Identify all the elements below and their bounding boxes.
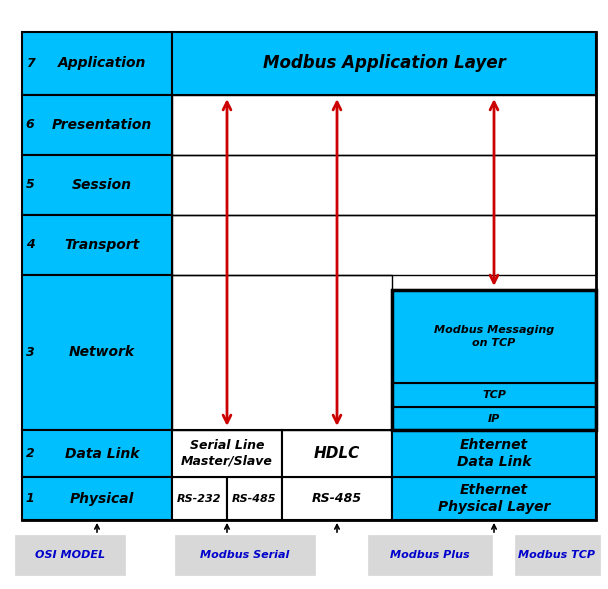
Bar [392,407,596,430]
Bar [392,383,596,407]
Text: Ethernet
Physical Layer: Ethernet Physical Layer [438,483,550,514]
Text: Modbus Application Layer: Modbus Application Layer [263,55,505,72]
Text: TCP: TCP [482,390,506,400]
Text: Transport: Transport [64,238,140,252]
Bar [392,477,596,520]
Bar [22,477,172,520]
Text: Ehternet
Data Link: Ehternet Data Link [457,438,531,469]
Text: Modbus Plus: Modbus Plus [390,550,470,560]
Bar [172,32,596,95]
Bar [172,275,392,430]
Bar [282,430,392,477]
Text: Network: Network [69,346,135,359]
Text: Modbus TCP: Modbus TCP [519,550,595,560]
Bar [175,535,315,575]
Text: HDLC: HDLC [314,446,360,461]
Text: 2: 2 [26,447,35,460]
Bar [22,95,172,155]
Bar [172,215,596,275]
Bar [15,535,125,575]
Text: RS-485: RS-485 [312,492,362,505]
Bar [22,215,172,275]
Text: 3: 3 [26,346,35,359]
Text: 5: 5 [26,178,35,191]
Text: Application: Application [58,57,146,71]
Text: IP: IP [488,413,500,423]
Bar [22,155,172,215]
Bar [172,430,282,477]
Bar [515,535,600,575]
Bar [392,290,596,430]
Bar [22,32,172,95]
Text: Presentation: Presentation [52,118,152,132]
Text: RS-232: RS-232 [178,494,222,504]
Text: RS-485: RS-485 [232,494,277,504]
Bar [22,32,596,520]
Text: 1: 1 [26,492,35,505]
Bar [368,535,492,575]
Bar [392,290,596,383]
Bar [282,477,392,520]
Text: 7: 7 [26,57,35,70]
Text: OSI MODEL: OSI MODEL [35,550,105,560]
Bar [172,95,596,155]
Bar [172,155,596,215]
Bar [22,275,172,430]
Bar [227,477,282,520]
Bar [22,430,172,477]
Text: Physical: Physical [70,491,134,505]
Text: 6: 6 [26,118,35,131]
Text: Data Link: Data Link [64,446,139,461]
Bar [172,477,227,520]
Text: 4: 4 [26,239,35,252]
Bar [392,430,596,477]
Text: Modbus Messaging
on TCP: Modbus Messaging on TCP [434,325,554,348]
Text: Session: Session [72,178,132,192]
Text: Modbus Serial: Modbus Serial [200,550,289,560]
Text: Serial Line
Master/Slave: Serial Line Master/Slave [181,439,273,468]
